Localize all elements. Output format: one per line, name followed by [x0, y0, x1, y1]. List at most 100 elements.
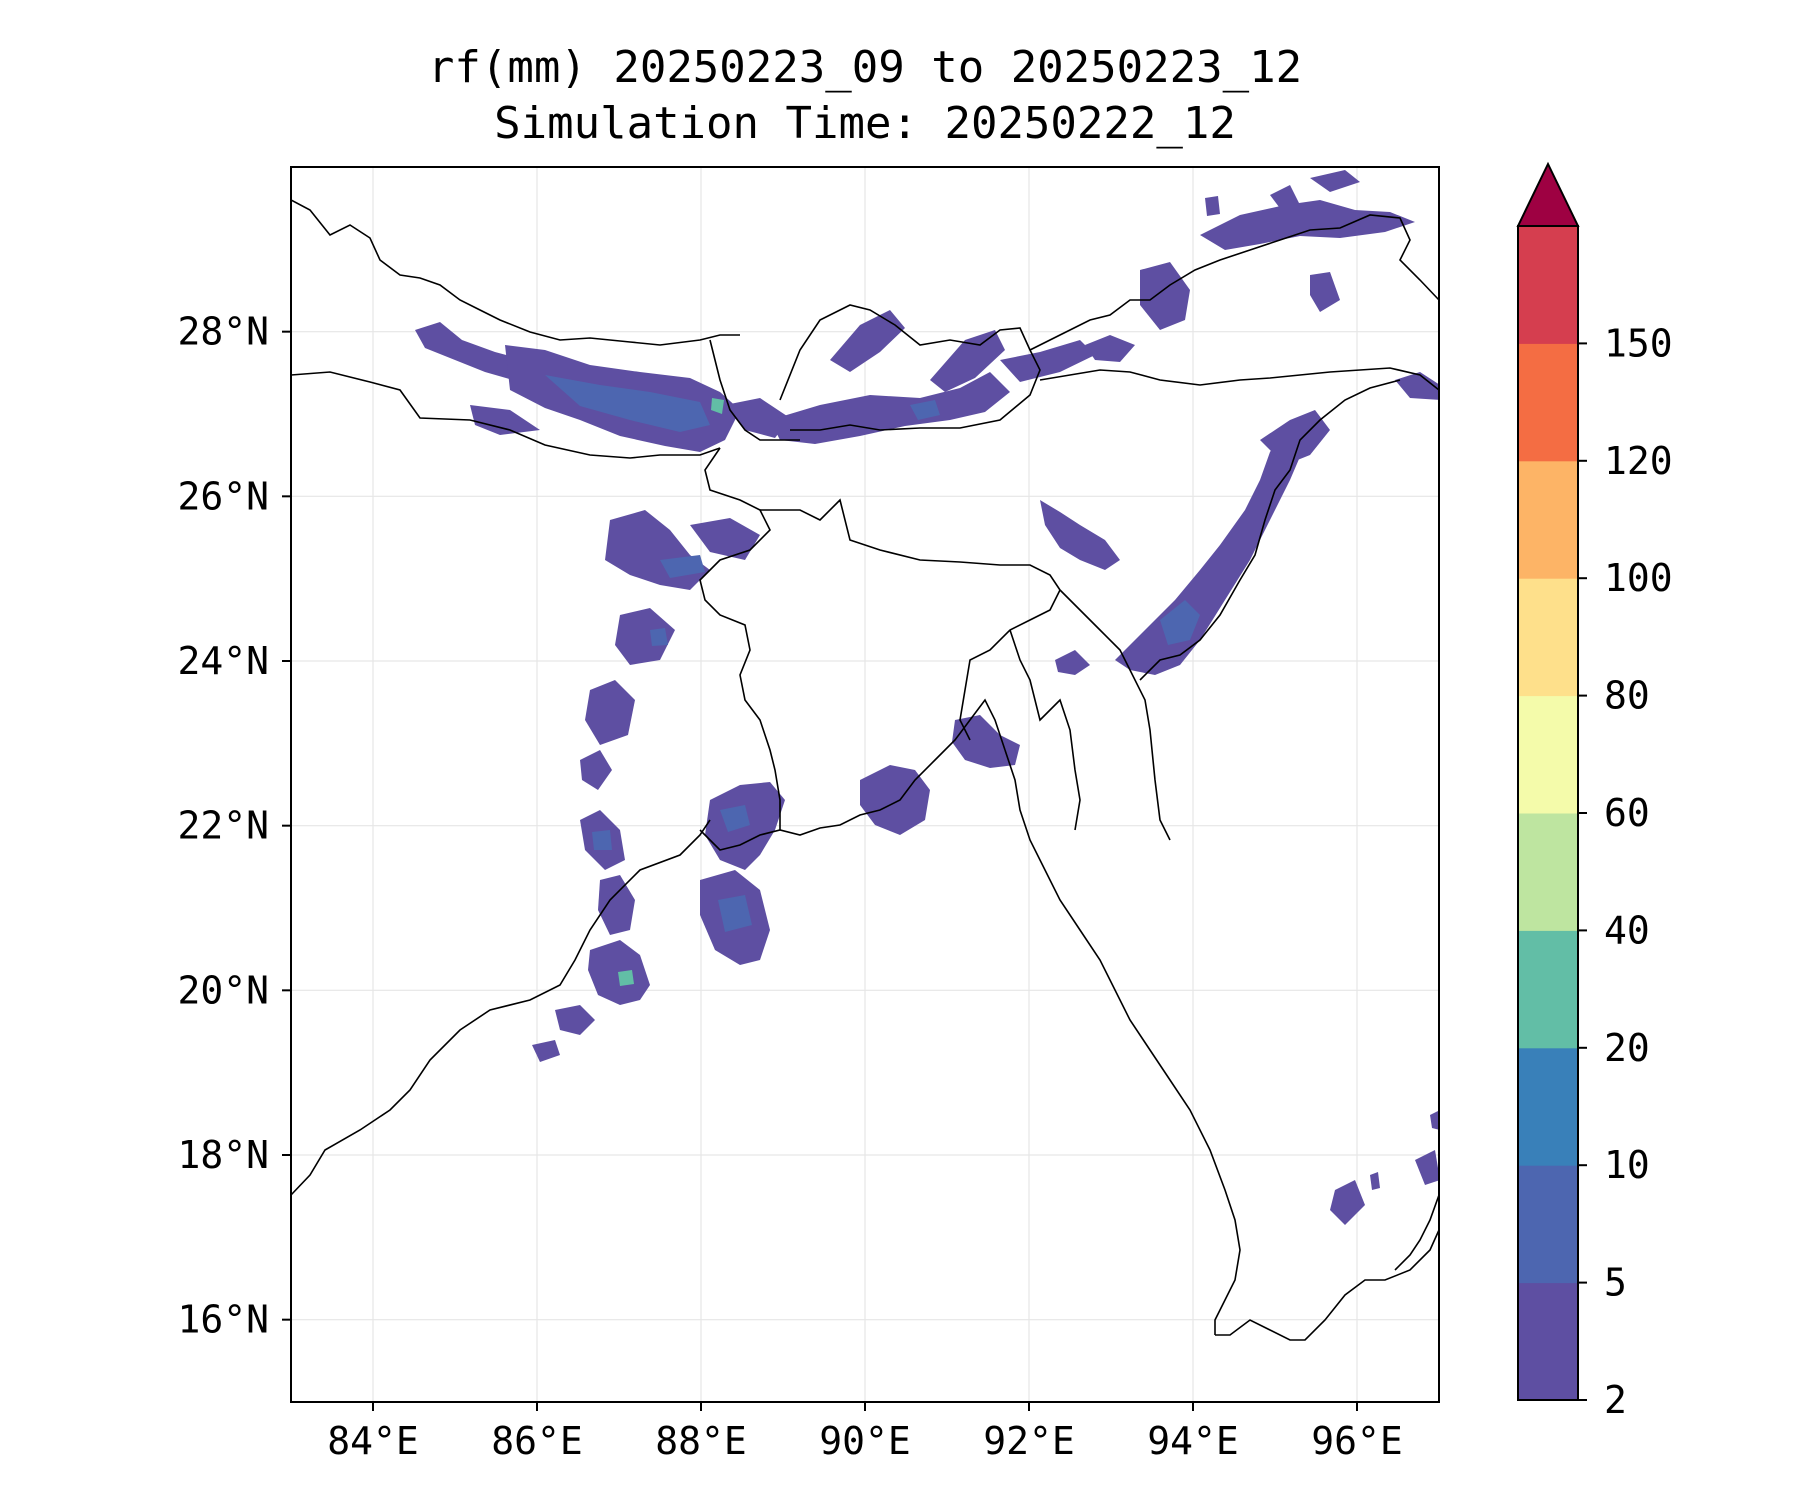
- bangladesh-north-border: [760, 498, 1061, 591]
- colorbar-tick-label: 2: [1604, 1378, 1627, 1422]
- x-tick-label: 96°E: [1311, 1419, 1403, 1463]
- rain-area-tibet-east: [1140, 262, 1190, 330]
- colorbar-tick-label: 80: [1604, 674, 1650, 718]
- rain-area-assam-ridge: [1115, 420, 1305, 675]
- sikkim-border: [709, 339, 800, 441]
- y-tick-label: 16°N: [177, 1298, 269, 1342]
- rain-area-tibet-northwest: [1270, 185, 1300, 215]
- x-tick-label: 88°E: [655, 1419, 747, 1463]
- rain-area-tibet-east2: [1310, 272, 1340, 312]
- bangladesh-west-border: [699, 447, 781, 830]
- rain-area-tibet-blob: [1205, 196, 1220, 216]
- x-tick-label: 92°E: [983, 1419, 1075, 1463]
- colorbar-segment: [1518, 813, 1578, 931]
- colorbar-tick-label: 5: [1604, 1261, 1627, 1305]
- arunachal-north-border: [1029, 214, 1439, 351]
- rain-area-tibet-north: [1200, 200, 1415, 250]
- colorbar-segment: [1518, 460, 1578, 579]
- rain-area-assam-core: [1160, 600, 1200, 645]
- rain-area-odisha-south: [555, 1005, 595, 1035]
- myanmar-west-border: [1059, 589, 1171, 841]
- x-tick-label: 84°E: [327, 1419, 419, 1463]
- colorbar-tick-label: 100: [1604, 556, 1673, 600]
- y-tick-label: 26°N: [177, 474, 269, 518]
- y-tick-label: 22°N: [177, 804, 269, 848]
- rain-area-odisha-north-core: [592, 830, 612, 850]
- rain-area-bhutan-north: [830, 310, 905, 372]
- rain-area-chittagong: [952, 715, 1020, 768]
- colorbar-tick-label: 20: [1604, 1026, 1650, 1070]
- rain-area-nepal-south: [470, 405, 540, 435]
- rain-area-tibet-ridge: [930, 330, 1005, 392]
- bhutan-border: [779, 304, 1041, 431]
- rain-area-thailand-north: [1330, 1180, 1365, 1225]
- rain-area-jharkhand-west: [580, 750, 612, 790]
- mizoram-border: [1009, 629, 1081, 831]
- colorbar: 2 5 10 20 40 60 80 100 120 150: [1516, 161, 1673, 1422]
- map-axes: 84°E 86°E 88°E 90°E 92°E 94°E 96°E 16°N 18°N 20°N…: [177, 310, 1402, 1463]
- x-tick-label: 86°E: [491, 1419, 583, 1463]
- rain-area-odisha-east: [598, 875, 635, 935]
- x-tick-label: 94°E: [1147, 1419, 1239, 1463]
- rain-area-bihar: [605, 510, 710, 590]
- thailand-myanmar-border: [1394, 1194, 1439, 1271]
- rain-area-jharkhand-core: [650, 628, 668, 646]
- colorbar-tick-label: 120: [1604, 439, 1673, 483]
- arunachal-south-border: [1039, 367, 1439, 391]
- colorbar-segment: [1518, 930, 1578, 1049]
- rain-area-far-east: [1395, 372, 1439, 400]
- assam-myanmar-border: [1139, 379, 1401, 681]
- china-nepal-border: [291, 199, 740, 346]
- colorbar-segment: [1518, 695, 1578, 814]
- rain-area-thailand-edge: [1430, 1110, 1439, 1130]
- rain-area-odisha-coast-core: [618, 970, 634, 986]
- rain-area-meghalaya: [1040, 500, 1120, 570]
- rain-area-nepal-core: [545, 375, 710, 432]
- y-tick-label: 20°N: [177, 968, 269, 1012]
- india-east-coastline: [291, 819, 711, 1196]
- rain-area-jharkhand-south: [585, 680, 635, 745]
- rain-area-bhutan: [770, 372, 1010, 444]
- colorbar-segment: [1518, 226, 1578, 344]
- rain-area-thailand-east: [1415, 1150, 1439, 1185]
- myanmar-coastline: [1004, 749, 1241, 1335]
- colorbar-tick-label: 40: [1604, 908, 1650, 952]
- rain-area-jharkhand: [615, 608, 675, 665]
- rain-area-bhutan-core: [910, 400, 940, 420]
- rain-area-tripura: [1055, 650, 1090, 675]
- y-tick-label: 28°N: [177, 310, 269, 354]
- colorbar-extend-arrow: [1516, 161, 1580, 227]
- colorbar-tick-label: 10: [1604, 1143, 1650, 1187]
- rain-area-sundarbans-core: [720, 805, 750, 832]
- colorbar-tick-label: 150: [1604, 321, 1673, 365]
- nepal-india-border: [291, 371, 721, 459]
- map-title-line2: Simulation Time: 20250222_12: [494, 98, 1236, 149]
- colorbar-segment: [1518, 578, 1578, 697]
- colorbar-segment: [1518, 1282, 1578, 1401]
- rain-area-tibet-top: [1310, 170, 1360, 192]
- map-title-line1: rf(mm) 20250223_09 to 20250223_12: [427, 42, 1303, 93]
- bangladesh-east-border: [959, 589, 1061, 741]
- colorbar-segment: [1518, 1165, 1578, 1284]
- y-tick-label: 18°N: [177, 1133, 269, 1177]
- rain-area-myanmar-spot: [1370, 1172, 1380, 1190]
- rain-area-bay-north-core: [718, 895, 752, 932]
- coastlines-borders: [291, 199, 1439, 1341]
- colorbar-tick-label: 60: [1604, 791, 1650, 835]
- rain-area-bihar-east: [690, 518, 760, 560]
- colorbar-segment: [1518, 343, 1578, 462]
- bangladesh-delta-coast: [699, 698, 1006, 851]
- rain-area-bihar-core: [660, 555, 705, 578]
- x-tick-label: 90°E: [819, 1419, 911, 1463]
- y-tick-label: 24°N: [177, 639, 269, 683]
- rain-area-arunachal: [1000, 340, 1095, 382]
- rain-area-arunachal-east: [1085, 335, 1135, 362]
- colorbar-segment: [1518, 1047, 1578, 1166]
- rain-area-sikkim: [725, 398, 790, 438]
- myanmar-southern-coast: [1215, 1229, 1439, 1341]
- rainfall-field: [415, 170, 1439, 1225]
- rain-area-nepal-east-core: [711, 398, 724, 414]
- rain-area-assam-north: [1260, 410, 1330, 465]
- rain-area-andhra-coast: [532, 1040, 560, 1062]
